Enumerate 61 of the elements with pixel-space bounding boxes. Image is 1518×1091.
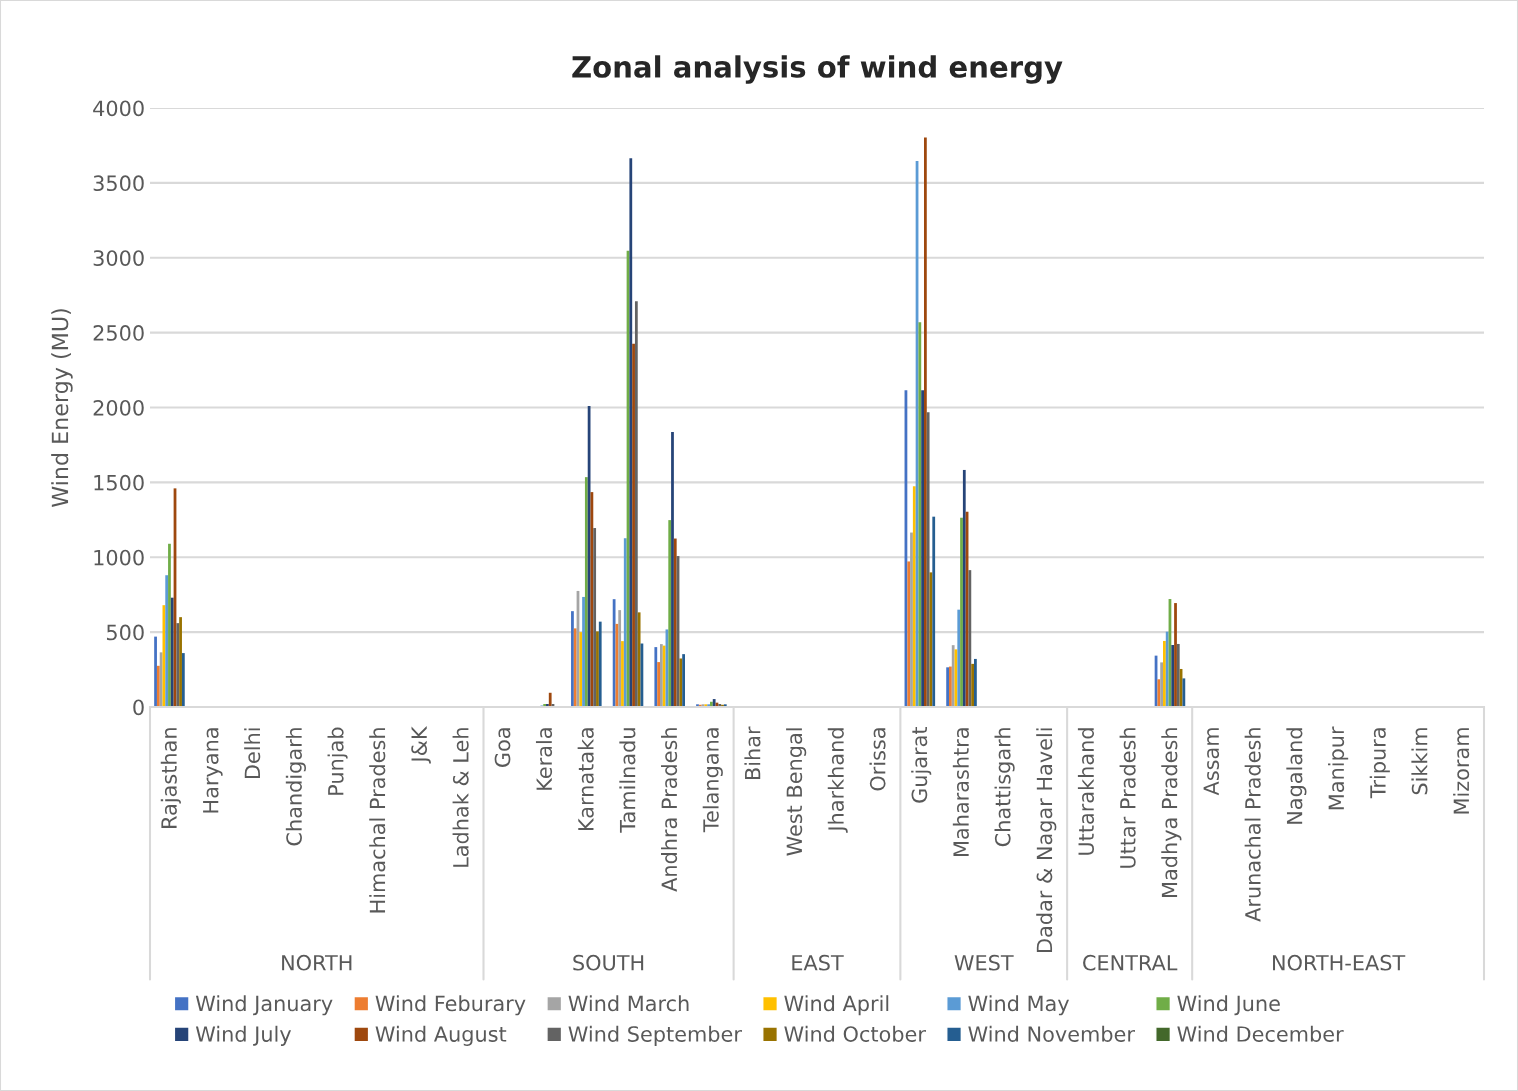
legend-label: Wind May [968, 995, 1070, 1016]
y-tick-label: 2500 [93, 325, 144, 341]
legend-label: Wind December [1177, 1025, 1344, 1042]
legend-label: Wind March [568, 995, 689, 1012]
x-tick-label: Punjab [327, 727, 348, 795]
x-tick-label: Arunachal Pradesh [1244, 728, 1261, 922]
text: WEST [954, 954, 1014, 971]
text: CENTRAL [1083, 954, 1178, 971]
x-tick-label: Madhya Pradesh [1161, 728, 1182, 897]
x-tick-label: Nagaland [1286, 728, 1307, 824]
y-tick-label: 4000 [93, 100, 144, 117]
x-tick-label: Jharkhand [827, 728, 848, 833]
x-tick-label: Tripura [1369, 728, 1390, 799]
x-tick-label: Maharashtra [952, 728, 969, 856]
x-tick-label: Rajasthan [160, 728, 181, 828]
y-tick-label: 3500 [93, 175, 144, 192]
x-tick-label: Delhi [244, 728, 261, 779]
x-tick-label: Karnataka [577, 728, 594, 831]
x-tick-label: Haryana [203, 728, 223, 813]
legend-label: Wind August [375, 1025, 507, 1046]
x-tick-label: Manipur [1328, 726, 1349, 810]
y-tick-label: 2000 [93, 399, 144, 416]
x-tick-label: Chandigarh [285, 728, 306, 846]
legend-label: Wind January [195, 995, 333, 1016]
y-axis-title: Wind Energy (MU) [51, 309, 73, 508]
y-tick-label: 1500 [94, 474, 144, 491]
x-tick-label: J&K [411, 726, 431, 764]
y-tick-label: 1000 [94, 549, 144, 566]
legend-label: Wind October [784, 1025, 926, 1042]
x-tick-label: Mizoram [1453, 728, 1470, 814]
text: EAST [792, 954, 844, 971]
legend-label: Wind April [784, 995, 889, 1016]
chart-title: Zonal analysis of wind energy [572, 55, 1063, 84]
x-tick-label: Orissa [869, 728, 886, 791]
x-tick-label: Gujarat [911, 726, 932, 803]
x-tick-label: Bihar [744, 726, 761, 780]
text: SOUTH [573, 954, 644, 971]
y-tick-label: 3000 [93, 250, 144, 266]
x-tick-label: Andhra Pradesh [661, 728, 678, 892]
x-tick-label: Sikkim [1411, 728, 1428, 795]
x-tick-label: West Bengal [786, 728, 807, 856]
text: NORTH [282, 954, 352, 971]
x-tick-label: Goa [494, 728, 511, 767]
legend-label: Wind July [195, 1025, 292, 1046]
legend-label: Wind Feburary [375, 995, 526, 1016]
x-tick-label: Uttar Pradesh [1119, 728, 1136, 868]
text: NORTH-EAST [1273, 954, 1406, 971]
x-tick-label: Assam [1203, 728, 1220, 796]
x-tick-label: Tamilnadu [619, 728, 636, 833]
y-tick-label: 500 [106, 624, 144, 641]
legend-label: Wind September [568, 1025, 742, 1046]
x-tick-label: Dadar & Nagar Haveli [1036, 728, 1057, 952]
legend-label: Wind November [968, 1025, 1135, 1042]
x-tick-label: Telangana [702, 728, 723, 833]
x-tick-label: Himachal Pradesh [369, 728, 386, 913]
x-tick-label: Chattisgarh [994, 728, 1015, 847]
y-tick-label: 0 [133, 699, 144, 716]
x-tick-label: Kerala [535, 728, 553, 790]
x-tick-label: Uttarakhand [1077, 728, 1095, 855]
legend-label: Wind June [1177, 995, 1280, 1016]
x-tick-label: Ladhak & Leh [452, 728, 469, 867]
